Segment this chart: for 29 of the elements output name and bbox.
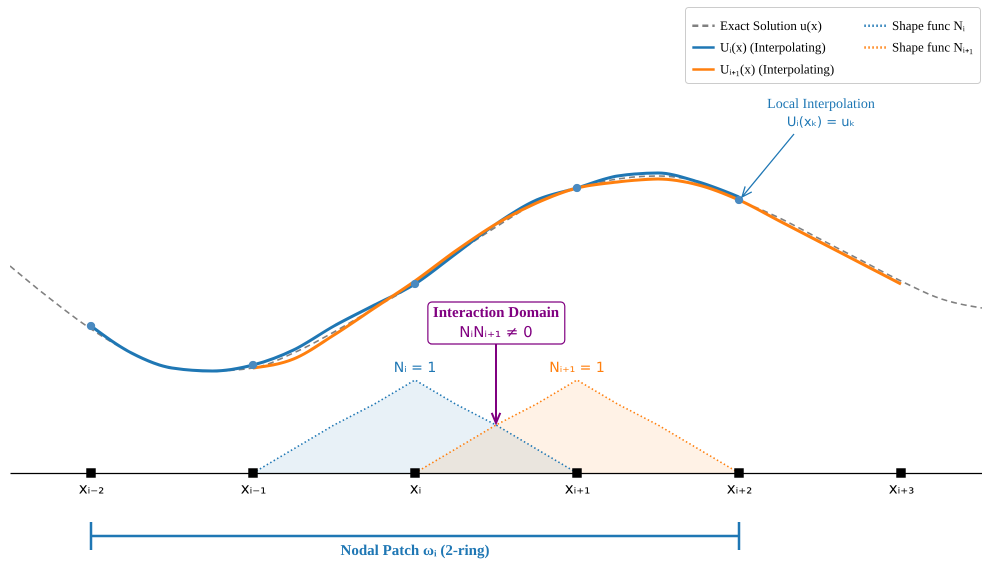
x-tick-label: xᵢ₊₃ [888,480,914,498]
x-tick-label: xᵢ₊₁ [564,480,590,498]
point [86,468,96,478]
legend-label: Exact Solution u(x) [720,18,822,33]
x-tick-label: xᵢ [410,480,422,498]
point [572,184,582,192]
annotation: NᵢNᵢ₊₁ ≠ 0 [459,323,533,341]
point [734,196,744,204]
x-tick-label: xᵢ₋₂ [78,480,104,498]
point [248,468,258,478]
annotation: Nᵢ = 1 [394,360,436,376]
text: Local Interpolation [767,97,875,112]
point [734,468,744,478]
x-tick-label: xᵢ₋₁ [240,480,266,498]
point [248,360,258,370]
point [896,468,906,478]
point [410,280,420,288]
legend-label: Uᵢ(x) (Interpolating) [720,40,826,54]
legend-label: Shape func Nᵢ₊₁ [892,40,974,54]
point [572,468,582,478]
point [410,468,420,478]
point [86,322,96,330]
legend-label: Uᵢ₊₁(x) (Interpolating) [720,62,834,76]
text: Uᵢ(xₖ) = uₖ [786,115,856,130]
annotation: Nᵢ₊₁ = 1 [549,360,605,376]
text: Nodal Patch ωᵢ (2-ring) [340,543,490,559]
x-tick-label: xᵢ₊₂ [726,480,752,498]
legend-label: Shape func Nᵢ [892,18,966,33]
annotation: Interaction Domain [432,305,560,321]
